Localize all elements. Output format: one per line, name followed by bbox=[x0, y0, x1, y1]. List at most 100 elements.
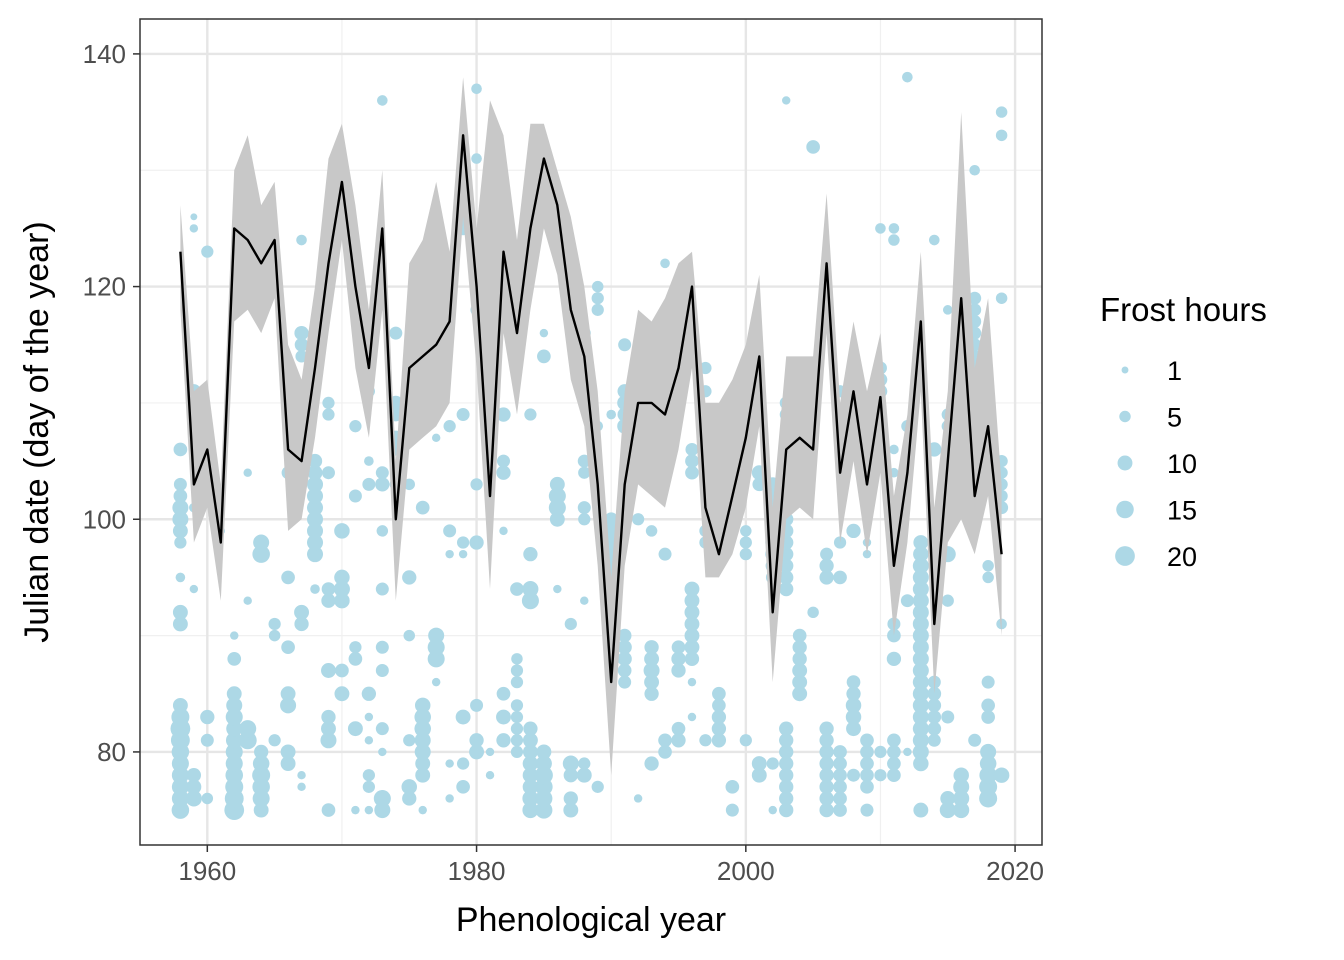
data-point bbox=[173, 442, 188, 457]
data-point bbox=[687, 677, 697, 687]
data-point bbox=[376, 525, 389, 537]
data-point bbox=[644, 640, 659, 655]
data-point bbox=[510, 745, 524, 759]
data-point bbox=[751, 767, 767, 783]
data-point bbox=[684, 604, 700, 620]
data-point bbox=[351, 805, 360, 815]
data-point bbox=[431, 433, 441, 443]
data-point bbox=[995, 292, 1008, 304]
data-point bbox=[912, 685, 929, 702]
data-point bbox=[912, 674, 929, 691]
data-point bbox=[496, 465, 511, 480]
data-point bbox=[792, 651, 807, 667]
data-point bbox=[496, 407, 511, 422]
data-point bbox=[940, 791, 956, 806]
data-point bbox=[456, 757, 470, 770]
data-point bbox=[671, 640, 686, 655]
legend-key bbox=[1117, 455, 1133, 471]
data-point bbox=[779, 733, 794, 748]
data-point bbox=[860, 803, 874, 817]
data-point bbox=[458, 549, 468, 559]
data-point bbox=[779, 756, 794, 771]
data-point bbox=[523, 547, 538, 562]
data-point bbox=[268, 629, 281, 642]
data-point bbox=[645, 525, 658, 537]
data-point bbox=[401, 779, 417, 795]
data-point bbox=[175, 572, 186, 583]
data-point bbox=[725, 779, 740, 794]
data-point bbox=[979, 755, 997, 772]
legend-label: 10 bbox=[1167, 449, 1197, 479]
data-point bbox=[523, 721, 538, 736]
data-point bbox=[779, 721, 794, 736]
data-point bbox=[591, 780, 604, 793]
data-point bbox=[807, 606, 819, 619]
data-point bbox=[912, 662, 929, 679]
data-point bbox=[456, 408, 470, 422]
legend-label: 1 bbox=[1167, 356, 1182, 386]
data-point bbox=[684, 639, 700, 655]
data-point bbox=[201, 792, 214, 805]
data-point bbox=[779, 779, 794, 794]
data-point bbox=[781, 96, 791, 105]
data-point bbox=[280, 686, 296, 702]
data-point bbox=[226, 720, 243, 737]
data-point bbox=[833, 803, 847, 817]
data-point bbox=[414, 732, 431, 749]
data-point bbox=[768, 805, 777, 815]
data-point bbox=[739, 548, 752, 561]
data-point bbox=[874, 769, 887, 782]
data-point bbox=[889, 444, 899, 455]
data-point bbox=[833, 570, 847, 585]
legend-label: 15 bbox=[1167, 496, 1197, 526]
data-point bbox=[225, 743, 243, 761]
data-point bbox=[415, 756, 431, 772]
data-point bbox=[806, 140, 820, 154]
data-point bbox=[671, 651, 686, 667]
y-tick-label: 140 bbox=[83, 39, 126, 69]
data-point bbox=[912, 615, 929, 632]
data-point bbox=[591, 280, 604, 293]
data-point bbox=[294, 337, 309, 352]
data-point bbox=[522, 790, 539, 807]
data-point bbox=[591, 303, 604, 316]
data-point bbox=[364, 456, 374, 466]
data-point bbox=[846, 523, 861, 539]
data-point bbox=[644, 686, 659, 701]
data-point bbox=[510, 722, 524, 735]
data-point bbox=[470, 478, 483, 491]
data-point bbox=[819, 570, 834, 585]
data-point bbox=[471, 83, 482, 95]
data-point bbox=[414, 720, 431, 737]
x-tick-label: 2000 bbox=[717, 856, 775, 886]
data-point bbox=[378, 747, 387, 757]
data-point bbox=[268, 734, 281, 747]
data-point bbox=[225, 732, 243, 749]
data-point bbox=[751, 756, 767, 772]
data-point bbox=[536, 744, 552, 760]
data-point bbox=[534, 766, 553, 785]
data-point bbox=[833, 536, 847, 549]
data-point bbox=[819, 721, 834, 736]
data-point bbox=[200, 733, 214, 747]
data-point bbox=[172, 523, 188, 539]
data-point bbox=[953, 767, 969, 783]
data-point bbox=[833, 779, 847, 794]
data-point bbox=[725, 803, 739, 817]
data-point bbox=[361, 686, 377, 701]
data-point bbox=[321, 582, 336, 596]
data-point bbox=[578, 513, 591, 526]
plot-panel bbox=[139, 18, 1043, 846]
x-tick-label: 1960 bbox=[178, 856, 236, 886]
data-point bbox=[522, 581, 539, 598]
data-point bbox=[874, 745, 887, 759]
data-point bbox=[349, 420, 362, 433]
data-point bbox=[903, 747, 912, 757]
data-point bbox=[982, 571, 994, 584]
data-point bbox=[443, 420, 456, 433]
data-point bbox=[347, 721, 363, 737]
data-point bbox=[549, 476, 565, 492]
data-point bbox=[254, 744, 269, 760]
data-point bbox=[320, 732, 337, 749]
